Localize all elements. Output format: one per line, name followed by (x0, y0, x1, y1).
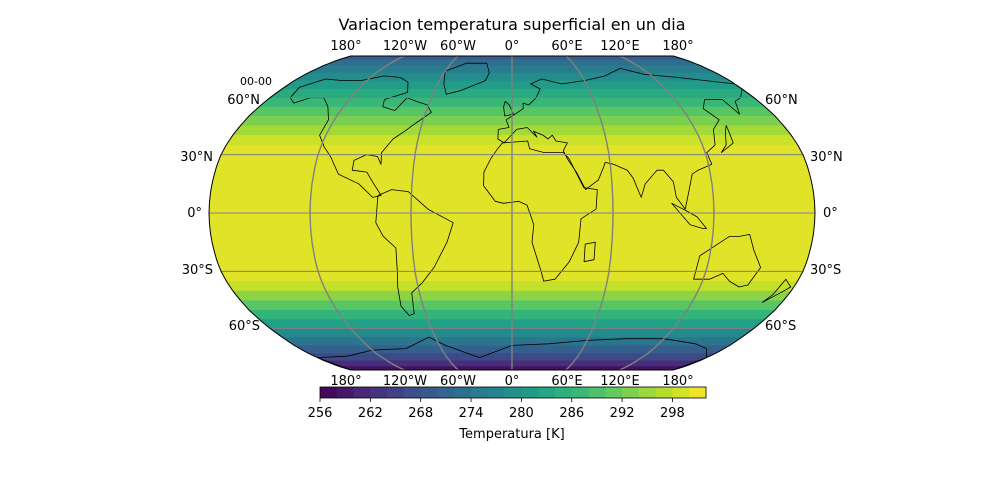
coastline-north-america (289, 75, 432, 198)
colorbar-segment (672, 387, 690, 398)
colorbar-segment (353, 387, 371, 398)
lon-label-top: 180° (662, 39, 693, 54)
colorbar-segment (605, 387, 623, 398)
coastline-eurasia (497, 68, 743, 210)
meridian-line (410, 56, 459, 370)
map-title: Variacion temperatura superficial en un … (338, 15, 685, 34)
lat-label-right: 0° (823, 206, 838, 221)
colorbar-segment (588, 387, 606, 398)
time-label: 00-00 (240, 75, 272, 88)
coastlines (289, 62, 792, 370)
lat-label-left: 30°N (180, 150, 213, 165)
map-outline (208, 55, 816, 371)
colorbar-segment (437, 387, 455, 398)
colorbar-segment (521, 387, 539, 398)
meridian-line (309, 56, 405, 370)
colorbar-segment (487, 387, 506, 398)
coastline-south-america (375, 189, 454, 316)
meridian-line (565, 56, 614, 370)
coastline-indonesia (671, 202, 707, 229)
coordinate-labels: 180° 120°W 60°W 0° 60°E 120°E 180° 180° 120°W 60°… (180, 39, 843, 389)
colorbar-segment (336, 387, 355, 398)
lat-label-left: 60°N (227, 93, 260, 108)
colorbar-segment (689, 387, 707, 398)
colorbar-segment (370, 387, 388, 398)
coastline-madagascar (583, 241, 596, 263)
colorbar-tick-label: 286 (559, 406, 584, 421)
coastline-greenland (443, 62, 490, 95)
colorbar-segment (638, 387, 657, 398)
lon-label-bottom: 60°W (440, 374, 476, 389)
colorbar-segment (622, 387, 640, 398)
colorbar-label: Temperatura [K] (458, 427, 564, 442)
lon-label-top: 60°W (440, 39, 476, 54)
lon-label-top: 0° (505, 39, 520, 54)
colorbar-segment (655, 387, 673, 398)
lat-label-right: 60°S (765, 319, 796, 334)
colorbar-segment (320, 387, 338, 398)
lat-label-right: 30°N (810, 150, 843, 165)
lon-label-top: 120°E (600, 39, 640, 54)
colorbar-tick-label: 280 (509, 406, 534, 421)
lon-label-top: 120°W (383, 39, 427, 54)
lat-label-right: 30°S (810, 263, 841, 278)
lon-label-top: 60°E (551, 39, 582, 54)
colorbar-segment (403, 387, 422, 398)
colorbar-tick-label: 268 (408, 406, 433, 421)
colorbar-segment (471, 387, 489, 398)
lat-label-right: 60°N (765, 93, 798, 108)
coastline-africa (483, 140, 598, 282)
lon-label-top: 180° (330, 39, 361, 54)
coastline-new-zealand (761, 278, 792, 303)
colorbar-segment (504, 387, 522, 398)
lon-label-bottom: 60°E (551, 374, 582, 389)
colorbar-tick-label: 298 (660, 406, 685, 421)
colorbar: 256 262 268 274 280 286 292 298 (308, 386, 707, 421)
coastline-australia (693, 234, 761, 288)
colorbar-segment (571, 387, 590, 398)
lon-label-bottom: 180° (662, 374, 693, 389)
colorbar-tick-label: 256 (308, 406, 333, 421)
colorbar-tick-label: 274 (459, 406, 484, 421)
colorbar-segment (454, 387, 472, 398)
lat-label-left: 0° (187, 206, 202, 221)
lat-label-left: 60°S (229, 319, 260, 334)
lat-label-left: 30°S (182, 263, 213, 278)
lon-label-bottom: 120°E (600, 374, 640, 389)
colorbar-frame (319, 386, 707, 399)
colorbar-segment (420, 387, 438, 398)
colorbar-segment (387, 387, 405, 398)
graticule (209, 56, 815, 370)
colorbar-tick-label: 292 (610, 406, 635, 421)
lon-label-bottom: 120°W (383, 374, 427, 389)
colorbar-segment (554, 387, 573, 398)
colorbar-segment (538, 387, 556, 398)
meridian-line (619, 56, 715, 370)
lon-label-bottom: 180° (330, 374, 361, 389)
colorbar-tick-label: 262 (358, 406, 383, 421)
coastline-japan (720, 125, 734, 153)
lon-label-bottom: 0° (505, 374, 520, 389)
